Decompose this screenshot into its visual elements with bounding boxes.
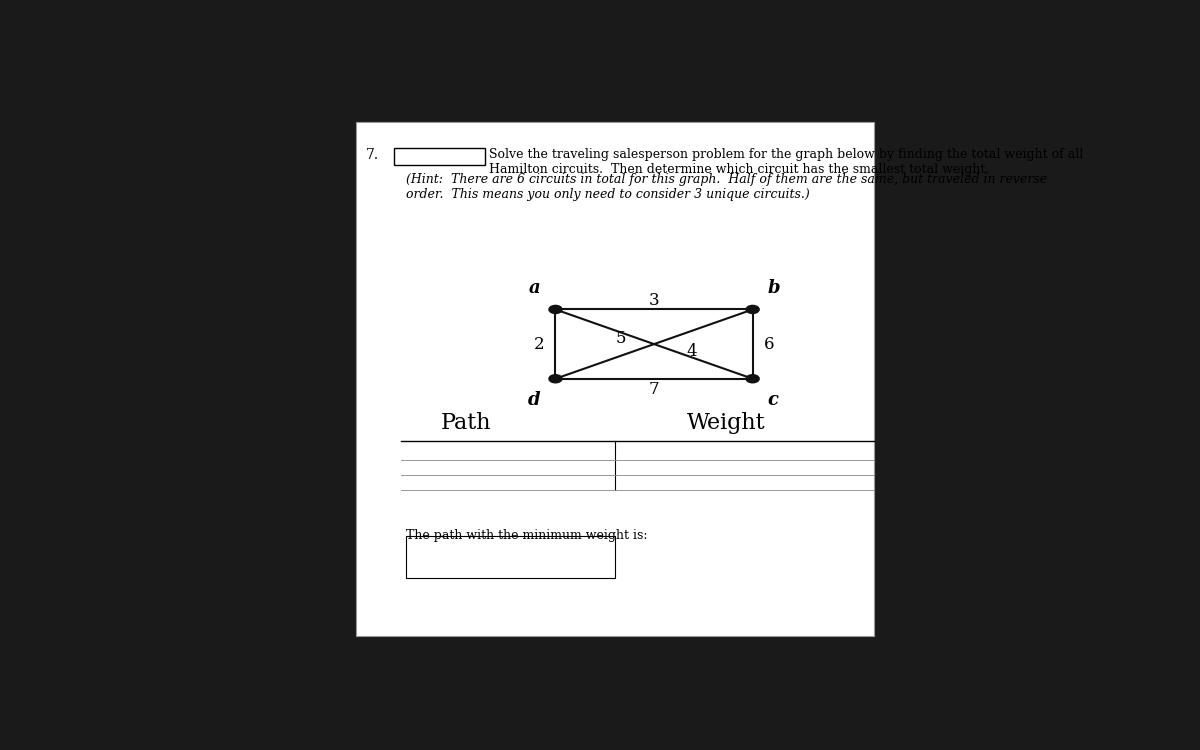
Text: b: b (768, 279, 780, 297)
Text: 7.: 7. (366, 148, 379, 162)
Text: 3: 3 (649, 292, 659, 309)
Text: 6: 6 (764, 335, 775, 352)
Text: 4: 4 (686, 343, 696, 359)
Text: Path: Path (440, 412, 492, 434)
Text: Weight: Weight (688, 412, 766, 434)
Text: d: d (528, 392, 540, 410)
Circle shape (746, 375, 760, 382)
Text: 2: 2 (534, 335, 544, 352)
Text: 5: 5 (616, 330, 626, 346)
Text: The path with the minimum weight is:: The path with the minimum weight is: (406, 529, 647, 542)
Text: Solve the traveling salesperson problem for the graph below by finding the total: Solve the traveling salesperson problem … (490, 148, 1084, 176)
Text: a: a (529, 279, 540, 297)
Bar (356, 122, 874, 636)
Circle shape (548, 375, 562, 382)
Text: (Hint:  There are 6 circuits in total for this graph.  Half of them are the same: (Hint: There are 6 circuits in total for… (406, 173, 1046, 201)
Circle shape (746, 305, 760, 314)
Bar (406, 536, 616, 578)
Text: 7: 7 (649, 381, 659, 398)
Text: c: c (768, 392, 779, 410)
Circle shape (548, 305, 562, 314)
Bar (394, 148, 485, 165)
